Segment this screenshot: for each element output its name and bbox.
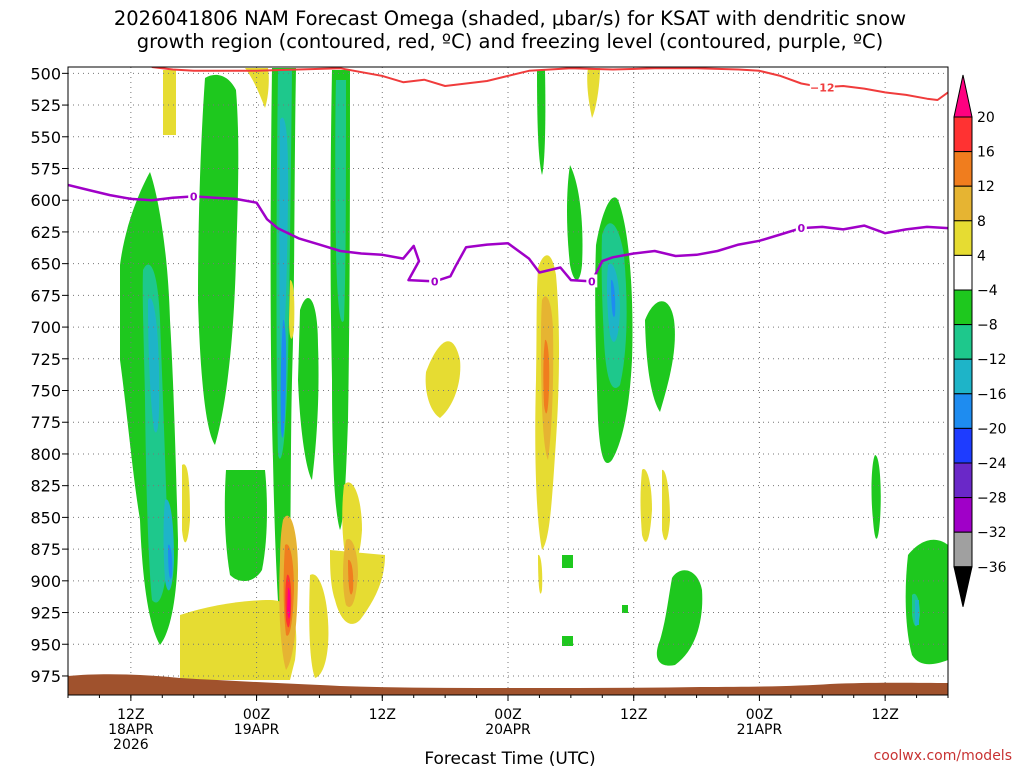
colorbar-band [953, 254, 973, 291]
chart-title-line1: 2026041806 NAM Forecast Omega (shaded, μ… [114, 7, 906, 30]
y-tick-label: 575 [30, 159, 61, 178]
colorbar-label: 12 [977, 179, 995, 195]
colorbar-band [953, 289, 973, 326]
contour-label-bg [795, 221, 807, 235]
y-tick-label: 600 [30, 191, 61, 210]
ground-terrain [68, 674, 948, 695]
x-tick-label: 2026 [113, 737, 149, 753]
y-axis: 500 525 550 575 600 625 650 675 700 725 750 775 800 8… [30, 64, 68, 686]
freezing-level-contour-line [68, 183, 948, 283]
colorbar-label: −24 [977, 456, 1007, 472]
y-tick-label: 950 [30, 635, 61, 654]
colorbar-band [953, 151, 973, 187]
contour-labels: 0 0 0 0 −12 [188, 80, 835, 288]
y-tick-label: 525 [30, 96, 61, 115]
colorbar-band [953, 531, 973, 568]
contour-label-bg [809, 80, 835, 94]
x-tick-label: 19APR [234, 722, 280, 738]
y-tick-label: 700 [30, 318, 61, 337]
colorbar-band [953, 393, 973, 429]
colorbar-band [953, 220, 973, 256]
x-tick-label: 00Z [243, 707, 270, 723]
contour-label-bg [586, 274, 598, 288]
colorbar: 20 16 12 8 4 −4 −8 −12 −16 −20 −24 −28 −32 −36 [953, 74, 1007, 607]
colorbar-bottom-arrow [953, 566, 973, 607]
colorbar-label: −28 [977, 491, 1007, 507]
x-tick-label: 00Z [494, 707, 521, 723]
colorbar-band [953, 497, 973, 533]
x-tick-label: 12Z [369, 707, 396, 723]
y-tick-label: 675 [30, 286, 61, 305]
plot-area [68, 67, 948, 695]
y-tick-label: 900 [30, 572, 61, 591]
dgz-contour-line [151, 67, 948, 101]
colorbar-label: −8 [977, 318, 998, 334]
x-axis-label: Forecast Time (UTC) [424, 749, 595, 768]
colorbar-band [953, 324, 973, 360]
y-tick-label: 875 [30, 540, 61, 559]
contour-label: 0 [431, 275, 439, 288]
colorbar-label: 4 [977, 248, 986, 264]
colorbar-label: −4 [977, 283, 998, 299]
colorbar-label: −36 [977, 560, 1007, 576]
x-tick-label: 20APR [485, 722, 531, 738]
colorbar-band [953, 185, 973, 222]
contour-label: −12 [810, 81, 835, 94]
contour-label: 0 [588, 275, 596, 288]
y-tick-label: 850 [30, 508, 61, 527]
x-tick-label: 00Z [746, 707, 773, 723]
colorbar-band [953, 116, 973, 153]
x-tick-label: 12Z [871, 707, 898, 723]
grid-lines [68, 67, 948, 695]
colorbar-label: 20 [977, 110, 995, 126]
colorbar-band [953, 358, 973, 395]
y-tick-label: 750 [30, 382, 61, 401]
colorbar-label: 16 [977, 145, 995, 161]
x-tick-label: 21APR [737, 722, 783, 738]
contour-label-bg [429, 274, 441, 288]
colorbar-band [953, 462, 973, 499]
contour-label: 0 [190, 190, 198, 203]
y-tick-label: 775 [30, 413, 61, 432]
y-tick-label: 550 [30, 128, 61, 147]
y-tick-label: 925 [30, 604, 61, 623]
y-tick-label: 625 [30, 223, 61, 242]
x-tick-label: 12Z [117, 707, 144, 723]
y-tick-label: 825 [30, 477, 61, 496]
colorbar-label: −32 [977, 525, 1007, 541]
y-tick-label: 975 [30, 667, 61, 686]
y-tick-label: 800 [30, 445, 61, 464]
contour-label-bg [188, 189, 200, 203]
y-tick-label: 650 [30, 255, 61, 274]
colorbar-band [953, 427, 973, 464]
contour-label: 0 [798, 222, 806, 235]
chart-title-line2: growth region (contoured, red, ºC) and f… [137, 30, 884, 53]
colorbar-label: 8 [977, 214, 986, 230]
colorbar-label: −20 [977, 421, 1007, 437]
y-tick-label: 725 [30, 350, 61, 369]
colorbar-top-arrow [953, 74, 973, 118]
credit-text: coolwx.com/models [874, 748, 1012, 764]
y-tick-label: 500 [30, 64, 61, 83]
colorbar-label: −16 [977, 387, 1007, 403]
x-tick-label: 12Z [620, 707, 647, 723]
x-tick-label: 18APR [108, 722, 154, 738]
colorbar-label: −12 [977, 352, 1007, 368]
